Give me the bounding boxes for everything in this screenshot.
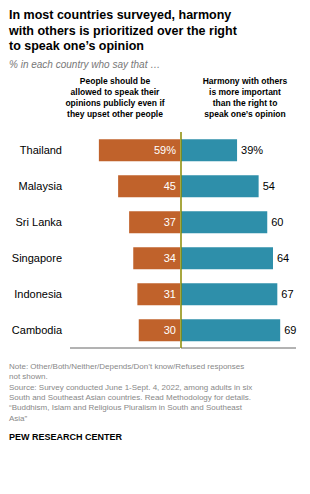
html-text:Harmony with others is more im: Harmony with others is more important th… bbox=[202, 75, 288, 119]
svg-text:Indonesia: Indonesia bbox=[14, 288, 63, 300]
html-text:Note: Other/Both/Neither/Depen: Note: Other/Both/Neither/Depends/Don’t k… bbox=[9, 361, 253, 423]
html-text:% in each country who say that: % in each country who say that … bbox=[9, 58, 161, 70]
svg-text:37: 37 bbox=[164, 216, 176, 228]
svg-text:Singapore: Singapore bbox=[12, 252, 62, 264]
html-text:People should be allowed to sp: People should be allowed to speak their … bbox=[65, 75, 165, 119]
svg-text:59%: 59% bbox=[154, 144, 176, 156]
html-text:PEW RESEARCH CENTER: PEW RESEARCH CENTER bbox=[9, 432, 122, 443]
svg-text:Malaysia: Malaysia bbox=[19, 180, 63, 192]
svg-text:31: 31 bbox=[164, 288, 176, 300]
svg-text:54: 54 bbox=[263, 180, 275, 192]
svg-text:69: 69 bbox=[284, 324, 296, 336]
svg-text:45: 45 bbox=[164, 180, 176, 192]
svg-text:Sri Lanka: Sri Lanka bbox=[16, 216, 63, 228]
svg-text:34: 34 bbox=[164, 252, 176, 264]
html-text:In most countries surveyed, ha: In most countries surveyed, harmony with… bbox=[9, 8, 237, 54]
svg-text:64: 64 bbox=[277, 252, 289, 264]
svg-text:67: 67 bbox=[281, 288, 293, 300]
svg-text:39%: 39% bbox=[241, 144, 263, 156]
svg-text:60: 60 bbox=[271, 216, 283, 228]
svg-text:Thailand: Thailand bbox=[20, 144, 62, 156]
svg-text:Cambodia: Cambodia bbox=[12, 324, 63, 336]
svg-text:30: 30 bbox=[164, 324, 176, 336]
